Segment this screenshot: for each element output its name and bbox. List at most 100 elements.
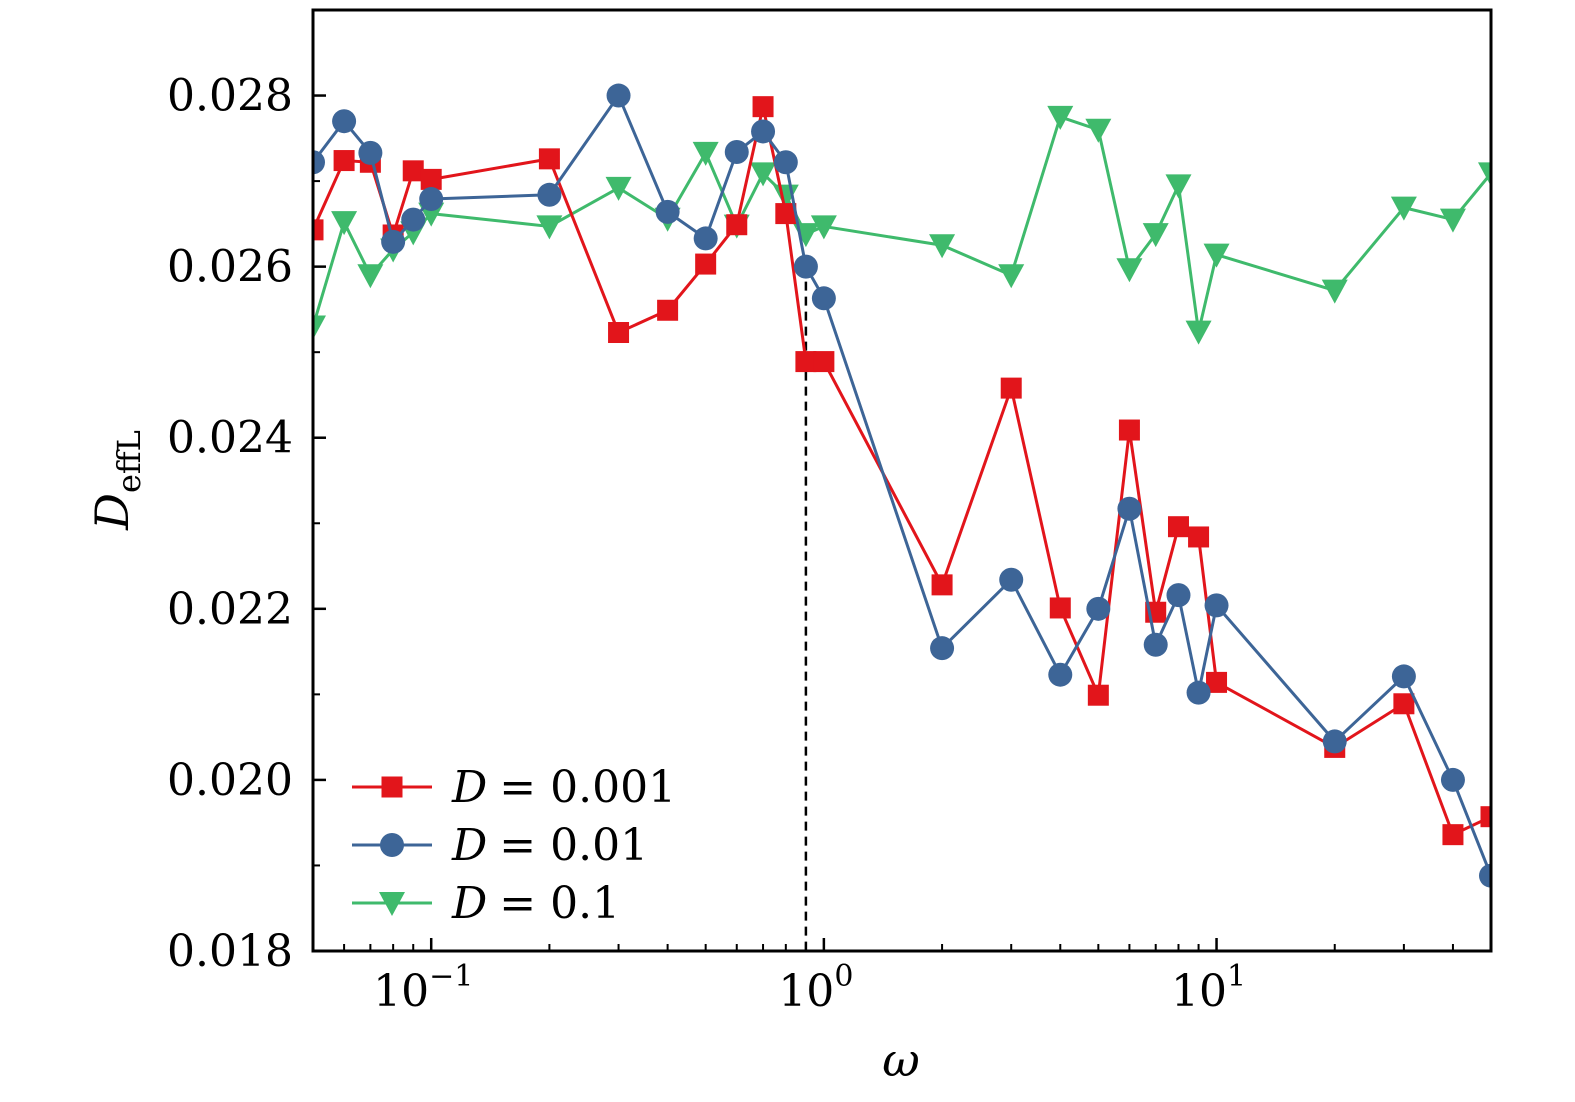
series-group	[313, 83, 1491, 888]
data-point	[381, 229, 406, 254]
data-point	[401, 207, 426, 232]
data-point	[1186, 680, 1211, 705]
x-tick-label-base: 10	[778, 966, 834, 1017]
data-point	[1086, 596, 1111, 621]
legend-label: D = 0.01	[451, 820, 648, 871]
y-axis-label-base: D	[85, 493, 139, 531]
data-point	[929, 234, 956, 259]
x-axis-label: ω	[882, 1033, 920, 1087]
data-point	[1085, 118, 1112, 143]
data-point	[813, 351, 835, 373]
data-point	[1206, 671, 1228, 693]
y-tick-labels: 0.018 0.020 0.022 0.024 0.026 0.028	[167, 71, 293, 977]
data-point	[1204, 593, 1229, 618]
x-tick-label: 10−1	[373, 959, 473, 1017]
data-point	[1185, 320, 1212, 345]
data-point	[1442, 824, 1464, 846]
data-point	[655, 199, 680, 224]
data-point	[930, 636, 955, 661]
data-point	[1478, 162, 1491, 187]
data-point	[1322, 729, 1347, 754]
legend-label: D = 0.001	[451, 762, 676, 813]
data-point	[1479, 863, 1491, 888]
legend-item: D = 0.01	[352, 820, 648, 871]
legend-label-value: = 0.01	[499, 820, 648, 871]
data-point	[313, 219, 324, 241]
y-tick-label: 0.024	[167, 413, 293, 464]
series-circle	[313, 83, 1491, 888]
data-point	[1440, 767, 1465, 792]
x-tick-labels: 10−1 100 101	[373, 959, 1246, 1017]
data-point	[1480, 806, 1491, 828]
data-point	[402, 160, 424, 182]
data-point	[333, 150, 355, 172]
legend-label-var: D	[451, 762, 487, 813]
data-point	[692, 141, 719, 166]
data-point	[419, 187, 444, 212]
data-point	[313, 315, 326, 340]
series-line	[313, 94, 1491, 877]
data-point	[1203, 243, 1230, 268]
data-point	[795, 351, 817, 373]
data-point	[605, 176, 632, 201]
data-point	[693, 226, 718, 251]
data-point	[998, 264, 1025, 289]
x-tick-label-exponent: −1	[429, 959, 473, 994]
data-point	[931, 574, 953, 596]
legend-item: D = 0.001	[352, 762, 676, 813]
svg-text:DeffL: DeffL	[85, 430, 148, 531]
data-point	[724, 140, 749, 165]
legend-marker	[381, 776, 403, 798]
legend-label-var: D	[451, 878, 487, 929]
data-point	[1117, 496, 1142, 521]
y-tick-label: 0.020	[167, 755, 293, 806]
data-point	[1000, 377, 1022, 399]
data-point	[420, 168, 442, 190]
legend-label: D = 0.1	[451, 878, 620, 929]
data-point	[793, 254, 818, 279]
y-tick-label: 0.028	[167, 71, 293, 122]
data-point	[1321, 279, 1348, 304]
data-point	[1167, 516, 1189, 538]
data-point	[332, 109, 357, 134]
data-point	[1188, 526, 1210, 548]
x-tick-label: 101	[1171, 959, 1246, 1017]
y-tick-label: 0.026	[167, 242, 293, 293]
data-point	[1393, 693, 1415, 715]
legend-label-value: = 0.001	[499, 762, 676, 813]
y-axis-label: DeffL	[85, 430, 148, 531]
data-point	[1047, 105, 1074, 130]
x-tick-label: 100	[778, 959, 853, 1017]
data-point	[1143, 632, 1168, 657]
legend-marker	[380, 833, 404, 857]
data-point	[810, 215, 837, 240]
data-point	[608, 322, 630, 344]
data-point	[773, 150, 798, 175]
data-point	[537, 182, 562, 207]
plot-frame	[311, 8, 1493, 953]
x-tick-label-exponent: 0	[834, 959, 853, 994]
x-tick-label-base: 10	[1171, 966, 1227, 1017]
legend-label-value: = 0.1	[499, 878, 620, 929]
y-tick-label: 0.022	[167, 584, 293, 635]
data-point	[1087, 684, 1109, 706]
data-point	[1049, 597, 1071, 619]
legend-marker	[379, 892, 405, 916]
legend-item: D = 0.1	[352, 878, 620, 929]
data-point	[726, 214, 748, 236]
data-point	[750, 162, 777, 187]
data-point	[1142, 223, 1169, 248]
data-point	[1439, 208, 1466, 233]
data-point	[811, 286, 836, 311]
data-point	[1165, 174, 1192, 199]
y-axis-label-subscript: effL	[110, 430, 148, 493]
data-point	[313, 150, 325, 175]
data-point	[357, 264, 384, 289]
data-point	[1390, 196, 1417, 221]
data-point	[775, 203, 797, 225]
x-tick-label-base: 10	[373, 966, 429, 1017]
data-point	[695, 253, 717, 275]
data-point	[358, 140, 383, 165]
